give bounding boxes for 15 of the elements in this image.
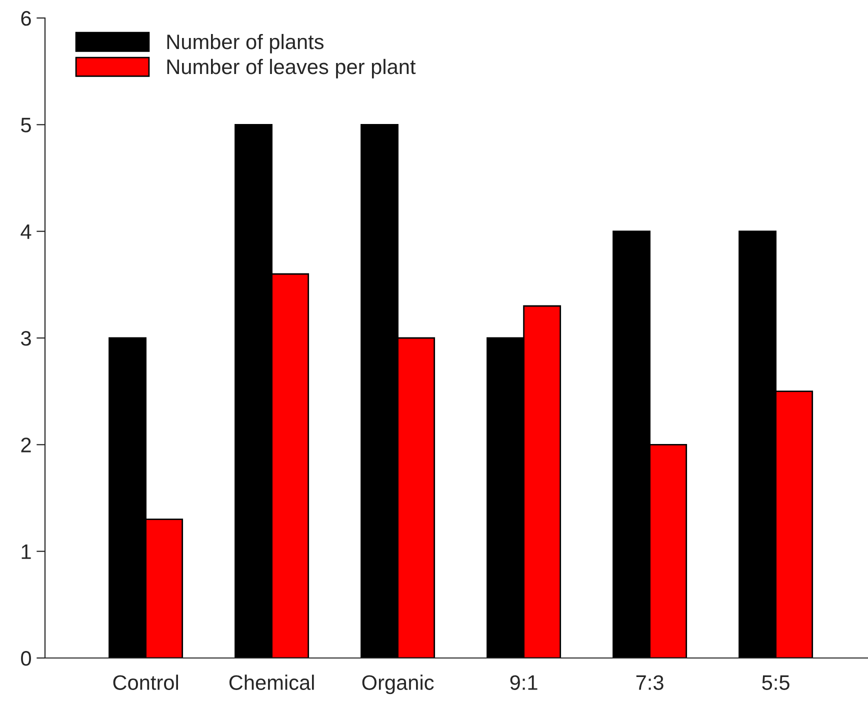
y-tick-label: 2 bbox=[21, 438, 31, 452]
y-tick-label: 5 bbox=[21, 118, 31, 132]
y-tick-label: 6 bbox=[21, 11, 31, 26]
y-tick-label: 1 bbox=[22, 544, 31, 559]
x-tick-label: 7:3 bbox=[636, 675, 664, 690]
legend-label: Number of leaves per plant bbox=[167, 58, 416, 78]
legend-label: Number of plants bbox=[167, 34, 324, 54]
y-tick-label: 4 bbox=[20, 224, 32, 239]
x-tick-label: Control bbox=[113, 674, 178, 690]
y-tick-label: 0 bbox=[21, 651, 31, 666]
x-tick-label: 5:5 bbox=[762, 675, 790, 690]
x-tick-label: 9:1 bbox=[510, 675, 538, 690]
y-tick-label: 3 bbox=[21, 331, 31, 346]
x-tick-label: Organic bbox=[362, 674, 434, 694]
x-tick-label: Chemical bbox=[229, 674, 314, 690]
